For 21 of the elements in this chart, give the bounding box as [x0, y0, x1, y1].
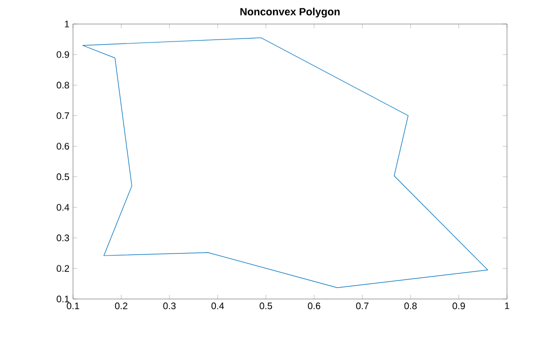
- x-tick-label: 0.2: [115, 302, 128, 310]
- x-tick-label: 0.6: [308, 302, 320, 310]
- x-tick-label: 0.7: [356, 302, 368, 310]
- y-tick-label: 0.7: [56, 112, 70, 120]
- y-tick-label: 0.4: [56, 204, 70, 211]
- x-tick-label: 0.3: [163, 302, 176, 310]
- y-tick-label: 0.9: [56, 51, 70, 58]
- x-tick-label: 0.4: [211, 302, 224, 310]
- y-tick-label: 0.2: [56, 265, 70, 272]
- y-tick-label: 1: [64, 20, 70, 28]
- y-tick-label: 0.8: [56, 82, 70, 88]
- x-tick-label: 1: [505, 302, 510, 310]
- x-tick-label: 0.5: [260, 302, 272, 310]
- y-tick-label: 0.3: [56, 234, 70, 242]
- x-tick-label: 0.9: [452, 302, 465, 310]
- y-tick-label: 0.5: [56, 173, 70, 180]
- x-tick-label: 0.8: [404, 302, 417, 310]
- chart-title: Nonconvex Polygon: [240, 8, 340, 18]
- y-tick-label: 0.1: [56, 296, 70, 302]
- x-tick-label: 0.1: [66, 302, 80, 310]
- y-tick-label: 0.6: [56, 142, 70, 150]
